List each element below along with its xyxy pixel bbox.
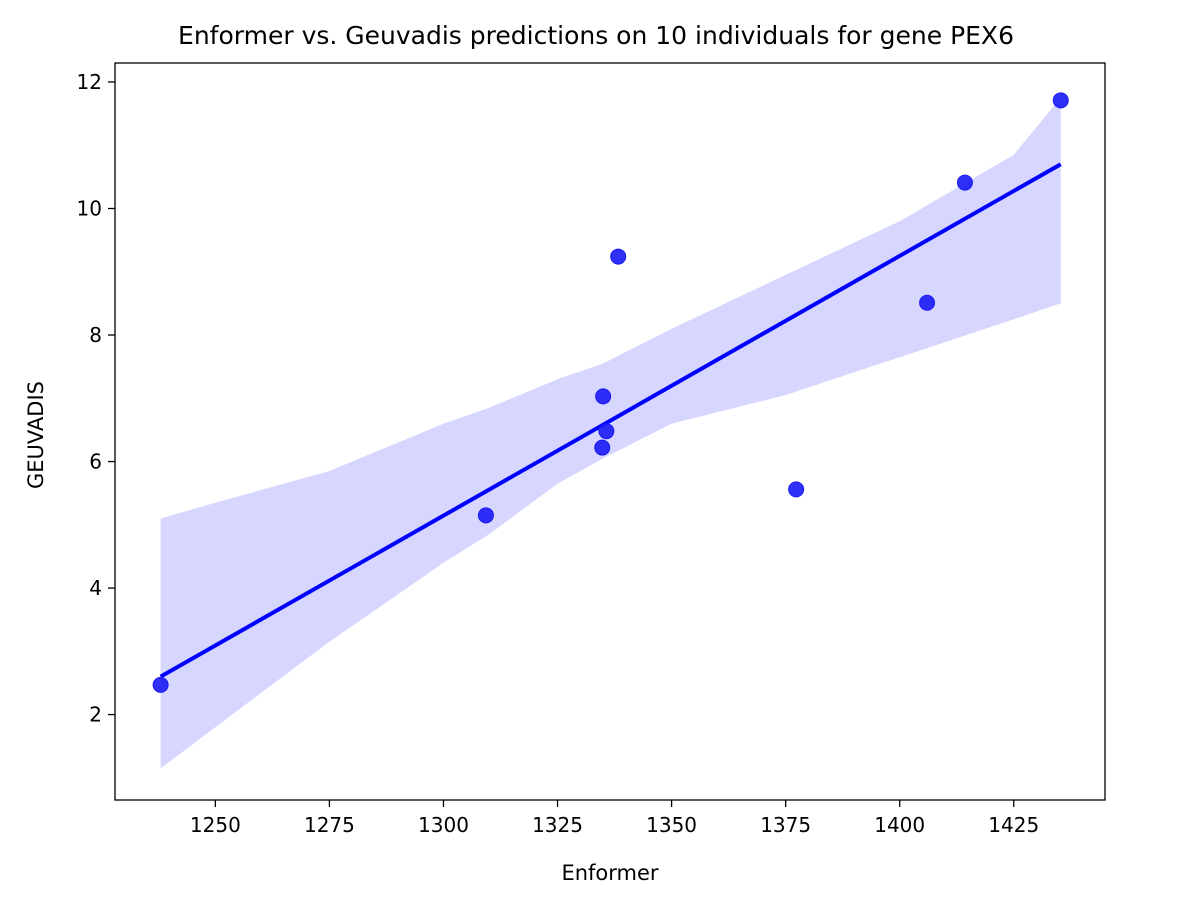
y-tick-label: 10 <box>77 197 102 221</box>
data-point <box>152 676 169 693</box>
y-tick-label: 8 <box>89 323 102 347</box>
data-point <box>594 439 611 456</box>
x-tick-label: 1400 <box>874 813 925 837</box>
x-tick-label: 1275 <box>304 813 355 837</box>
regression-line-layer <box>159 162 1062 679</box>
data-point <box>788 481 805 498</box>
x-tick-label: 1325 <box>532 813 583 837</box>
data-point <box>1052 92 1069 109</box>
data-point <box>956 174 973 191</box>
y-tick-label: 2 <box>89 703 102 727</box>
data-points-layer <box>152 92 1069 693</box>
x-tick-label: 1300 <box>418 813 469 837</box>
x-axis: 1250 1275 1300 1325 1350 1375 1400 1425 <box>190 800 1039 837</box>
y-tick-label: 6 <box>89 450 102 474</box>
regression-line <box>159 162 1062 679</box>
y-axis: 2 4 6 8 10 12 <box>77 70 115 727</box>
y-tick-label: 12 <box>77 70 102 94</box>
y-axis-label: GEUVADIS <box>24 381 48 489</box>
plot-frame <box>114 62 1106 801</box>
data-point <box>919 294 936 311</box>
chart-title: Enformer vs. Geuvadis predictions on 10 … <box>178 21 1014 50</box>
x-tick-label: 1375 <box>760 813 811 837</box>
x-tick-label: 1425 <box>988 813 1039 837</box>
data-point <box>610 248 627 265</box>
data-point <box>598 423 615 440</box>
y-tick-label: 4 <box>89 576 102 600</box>
x-tick-label: 1350 <box>646 813 697 837</box>
data-point <box>595 388 612 405</box>
x-axis-label: Enformer <box>561 861 658 885</box>
x-tick-label: 1250 <box>190 813 241 837</box>
data-point <box>477 507 494 524</box>
